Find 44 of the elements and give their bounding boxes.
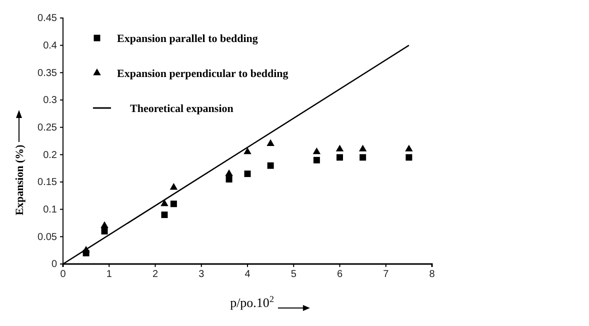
point [312, 147, 321, 154]
point [170, 182, 178, 190]
y-tick-label: 0 [51, 259, 58, 270]
point [406, 154, 412, 161]
point [266, 139, 274, 146]
y-tick-label: 0.2 [43, 150, 58, 161]
point [101, 228, 108, 234]
x-tick-label: 3 [198, 269, 205, 280]
x-tick-label: 8 [429, 269, 436, 280]
point [226, 176, 232, 183]
y-tick-label: 0.15 [38, 177, 58, 188]
point [336, 144, 344, 152]
x-tick-label: 6 [336, 269, 343, 280]
point [161, 212, 168, 218]
y-tick-label: 0.4 [43, 40, 58, 52]
point [170, 200, 177, 208]
point [360, 154, 366, 161]
y-tick-label: 0.05 [38, 232, 58, 243]
y-tick-label: 0.35 [38, 68, 58, 79]
y-axis-title: Expansion (%) [14, 144, 26, 216]
point [160, 199, 168, 206]
legend-label: Expansion parallel to bedding [117, 33, 258, 45]
point [313, 156, 320, 164]
legend-label: Theoretical expansion [130, 103, 234, 115]
x-tick-label: 4 [244, 269, 251, 280]
point [100, 221, 108, 228]
point [336, 154, 343, 161]
x-axis-title: p/po.10$^{2}$ [230, 294, 274, 310]
y-tick-label: 0.1 [43, 204, 58, 216]
x-tick-label: 2 [152, 269, 158, 280]
point [225, 169, 233, 176]
point [405, 144, 413, 152]
y-tick-label: 0.45 [38, 13, 58, 24]
x-tick-label: 1 [106, 269, 112, 280]
x-tick-label: 7 [383, 269, 390, 280]
point [267, 162, 274, 169]
y-tick-label: 0.25 [38, 122, 58, 134]
point [244, 147, 252, 154]
point [358, 144, 367, 152]
point [244, 170, 251, 178]
x-tick-label: 5 [290, 269, 297, 280]
legend-label: Expansion perpendicular to bedding [117, 68, 289, 80]
y-tick-label: 0.3 [43, 95, 58, 106]
x-tick-label: 0 [60, 269, 66, 280]
